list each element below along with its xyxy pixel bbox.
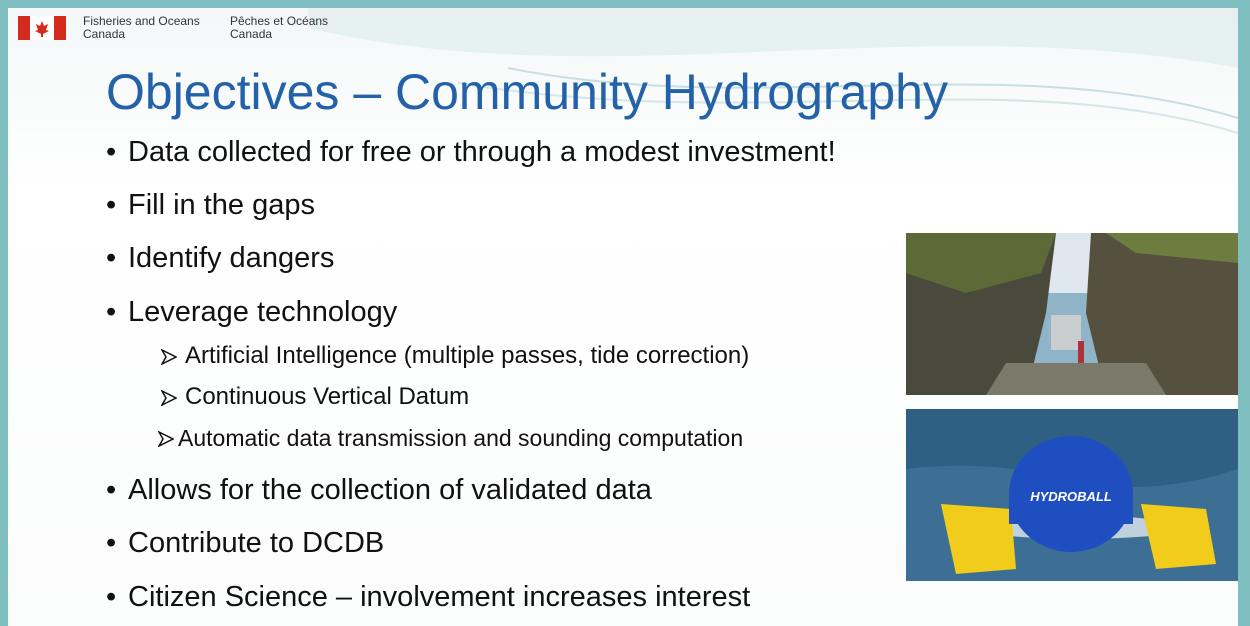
bullet-text: Leverage technology [128,296,397,328]
bullet: Contribute to DCDB [106,526,384,560]
bullet-text: Allows for the collection of validated d… [128,474,652,506]
bullet: Allows for the collection of validated d… [106,473,652,507]
photo-hydroball: HYDROBALL [906,409,1238,581]
sub-bullet: Continuous Vertical Datum [185,383,469,411]
org-line: Canada [230,28,328,41]
org-english: Fisheries and Oceans Canada [83,15,200,41]
org-line: Canada [83,28,200,41]
sub-bullet-text: Artificial Intelligence (multiple passes… [185,342,749,369]
sub-bullet: Artificial Intelligence (multiple passes… [185,342,749,370]
bullet: Fill in the gaps [106,188,315,222]
sub-bullet-text: Automatic data transmission and sounding… [178,425,743,451]
bullet: Leverage technology [106,295,397,329]
arrow-bullet [161,349,177,365]
bullet-text: Contribute to DCDB [128,527,384,559]
bullet-text: Data collected for free or through a mod… [128,136,836,168]
bullet-text: Identify dangers [128,242,334,274]
slide: Fisheries and Oceans Canada Pêches et Oc… [8,8,1238,626]
bullet: Data collected for free or through a mod… [106,135,836,169]
sub-bullet: Automatic data transmission and sounding… [178,424,743,452]
arrow-bullet [158,431,174,447]
bullet: Citizen Science – involvement increases … [106,580,750,614]
bullet-text: Fill in the gaps [128,189,315,221]
canada-flag [18,16,68,40]
arrow-bullet [161,390,177,406]
photo-gorge [906,233,1238,395]
slide-title: Objectives – Community Hydrography [106,63,948,121]
bullet: Identify dangers [106,241,334,275]
page: {"header": {"org_en": ["Fisheries and Oc… [0,0,1250,626]
org-french: Pêches et Océans Canada [230,15,328,41]
photo-label: HYDROBALL [1030,489,1112,504]
sub-bullet-text: Continuous Vertical Datum [185,383,469,410]
bullet-text: Citizen Science – involvement increases … [128,581,750,613]
